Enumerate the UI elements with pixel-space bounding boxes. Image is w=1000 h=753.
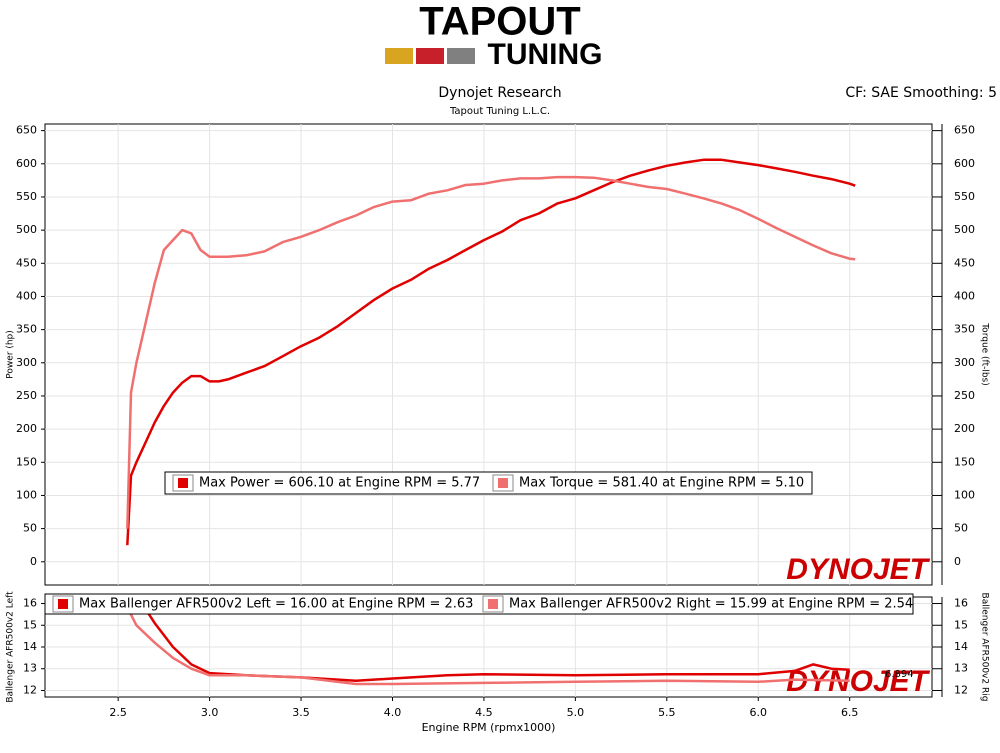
y2-tick-label: 300 xyxy=(954,356,975,369)
y-tick-label: 650 xyxy=(16,124,37,137)
y-tick-label: 350 xyxy=(16,323,37,336)
x-tick-label: 6.0 xyxy=(750,706,768,719)
x-tick-label: 4.5 xyxy=(475,706,493,719)
x-tick-label: 3.0 xyxy=(201,706,219,719)
y2-tick-label: 12 xyxy=(954,683,968,696)
annotation: CF: SAE Smoothing: 5 xyxy=(845,85,997,101)
y2-tick-label: 350 xyxy=(954,323,975,336)
x-tick-label: 5.0 xyxy=(567,706,585,719)
plot-area xyxy=(44,123,933,586)
legend-label: Max Ballenger AFR500v2 Right = 15.99 at … xyxy=(509,597,913,612)
y-tick-label: 50 xyxy=(23,522,37,535)
y2-tick-label: 250 xyxy=(954,389,975,402)
legend-swatch xyxy=(488,599,498,609)
logo-block xyxy=(447,48,475,64)
x-tick-label: 6.5 xyxy=(841,706,859,719)
x-tick-label: 3.5 xyxy=(292,706,310,719)
y2-tick-label: 16 xyxy=(954,597,968,610)
x-axis-label: Engine RPM (rpmx1000) xyxy=(422,721,556,734)
y2-tick-label: 0 xyxy=(954,555,961,568)
chart-subtitle: Tapout Tuning L.L.C. xyxy=(449,106,550,117)
legend-label: Max Torque = 581.40 at Engine RPM = 5.10 xyxy=(519,476,804,491)
y2-tick-label: 450 xyxy=(954,256,975,269)
y-tick-label: 250 xyxy=(16,389,37,402)
y2-tick-label: 15 xyxy=(954,618,968,631)
y-tick-label: 0 xyxy=(30,555,37,568)
y-tick-label: 100 xyxy=(16,488,37,501)
legend-swatch xyxy=(58,599,68,609)
watermark: DYNOJET xyxy=(786,553,930,586)
logo-bottom: TUNING xyxy=(488,38,603,71)
y-tick-label: 400 xyxy=(16,289,37,302)
x-tick-label: 5.5 xyxy=(658,706,676,719)
y-tick-label: 200 xyxy=(16,422,37,435)
y2-tick-label: 13 xyxy=(954,662,968,675)
y2-tick-label: 200 xyxy=(954,422,975,435)
legend-swatch xyxy=(498,478,508,488)
x-tick-label: 4.0 xyxy=(384,706,402,719)
y2-tick-label: 550 xyxy=(954,190,975,203)
y-tick-label: 600 xyxy=(16,157,37,170)
y-tick-label: 150 xyxy=(16,455,37,468)
y-tick-label: 15 xyxy=(23,618,37,631)
y-tick-label: 12 xyxy=(23,683,37,696)
y2-tick-label: 14 xyxy=(954,640,968,653)
series-line xyxy=(140,602,850,682)
y2-tick-label: 600 xyxy=(954,157,975,170)
y-tick-label: 14 xyxy=(23,640,37,653)
x-tick-label: 2.5 xyxy=(109,706,127,719)
y-tick-label: 550 xyxy=(16,190,37,203)
legend-box xyxy=(44,593,914,615)
y2-tick-label: 100 xyxy=(954,488,975,501)
legend-box xyxy=(164,471,813,495)
watermark: DYNOJET xyxy=(786,665,930,698)
logo-block xyxy=(385,48,413,64)
y-tick-label: 16 xyxy=(23,597,37,610)
y2-tick-label: 400 xyxy=(954,289,975,302)
y2-tick-label: 50 xyxy=(954,522,968,535)
y-tick-label: 500 xyxy=(16,223,37,236)
y-axis-label: Power (hp) xyxy=(6,330,16,379)
series-line xyxy=(126,175,856,529)
y2-axis-label: Ballenger AFR500v2 Rig xyxy=(980,593,990,702)
legend-swatch xyxy=(178,478,188,488)
y-tick-label: 13 xyxy=(23,662,37,675)
y2-tick-label: 150 xyxy=(954,455,975,468)
y-tick-label: 300 xyxy=(16,356,37,369)
series-line xyxy=(124,603,850,686)
chart-title: Dynojet Research xyxy=(438,85,561,101)
legend-label: Max Ballenger AFR500v2 Left = 16.00 at E… xyxy=(79,597,473,612)
logo-block xyxy=(416,48,444,64)
y-tick-label: 450 xyxy=(16,256,37,269)
series-line xyxy=(126,158,856,546)
annotation: 6.894 xyxy=(885,669,914,680)
y-axis-label: Ballenger AFR500v2 Left xyxy=(6,591,16,703)
y2-tick-label: 500 xyxy=(954,223,975,236)
logo-top: TAPOUT xyxy=(419,0,580,44)
y2-axis-label: Torque (ft-lbs) xyxy=(980,322,990,386)
y2-tick-label: 650 xyxy=(954,124,975,137)
legend-label: Max Power = 606.10 at Engine RPM = 5.77 xyxy=(199,476,480,491)
